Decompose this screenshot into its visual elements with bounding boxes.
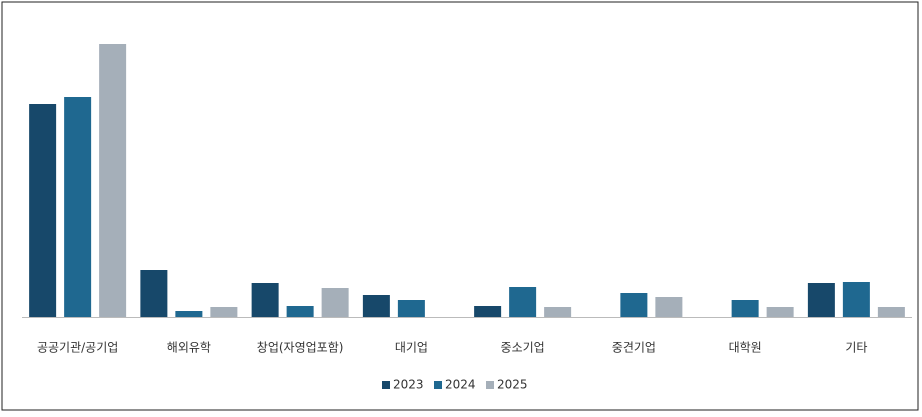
x-tick-label: 중견기업 [612, 341, 656, 355]
x-tick-label: 대학원 [729, 341, 762, 355]
bar [544, 307, 572, 317]
bar [766, 307, 794, 317]
bar [362, 295, 390, 317]
bar [29, 104, 57, 317]
x-tick-label: 기타 [845, 341, 867, 355]
legend-swatch [486, 381, 494, 389]
legend-label: 2024 [445, 378, 476, 392]
legend-swatch [382, 381, 390, 389]
legend-swatch [434, 381, 442, 389]
bar [210, 307, 238, 317]
legend-label: 2023 [393, 378, 424, 392]
frame [1, 1, 919, 411]
bar [140, 270, 168, 317]
bar [620, 293, 648, 317]
x-tick-label: 중소기업 [501, 341, 545, 355]
bar [397, 300, 425, 317]
legend-label: 2025 [497, 378, 528, 392]
x-tick-label: 대기업 [395, 341, 428, 355]
bar [99, 44, 127, 317]
bar [877, 307, 905, 317]
bar [842, 282, 870, 317]
bar [321, 288, 349, 317]
bar [731, 300, 759, 317]
bar [474, 306, 502, 317]
bar [655, 297, 683, 317]
x-tick-label: 해외유학 [167, 341, 211, 355]
bar [509, 287, 537, 317]
bar [251, 283, 279, 317]
x-tick-label: 창업(자영업포함) [257, 341, 344, 355]
x-tick-label: 공공기관/공기업 [37, 341, 118, 355]
bar [64, 97, 92, 317]
bar [286, 306, 314, 317]
bar [807, 283, 835, 317]
bar [175, 311, 203, 317]
